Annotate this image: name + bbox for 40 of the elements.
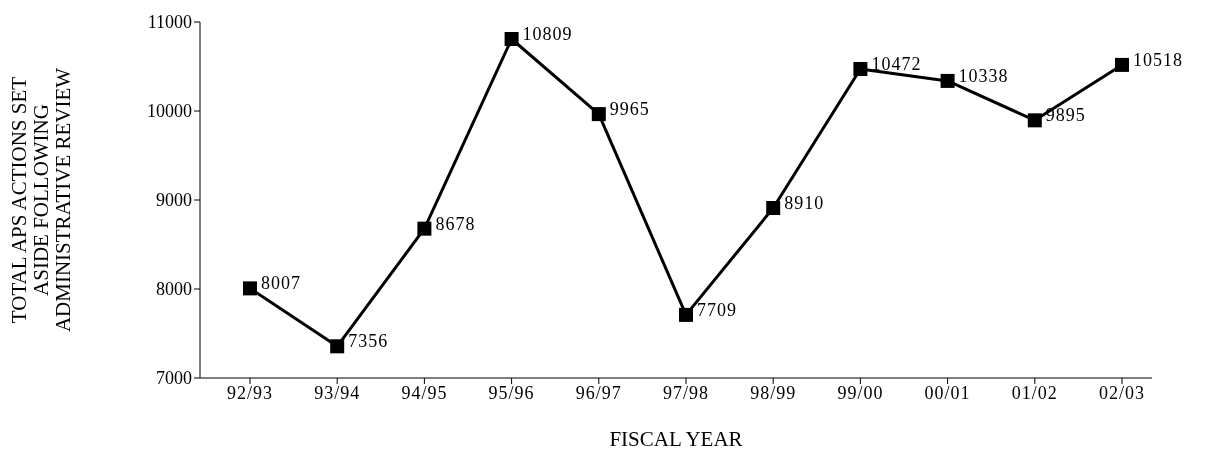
y-tick-label: 8000 <box>156 279 192 300</box>
y-tick-label: 9000 <box>156 190 192 211</box>
point <box>940 73 955 88</box>
x-tick-label: 00/01 <box>924 382 971 403</box>
x-tick-label: 02/03 <box>1098 382 1146 403</box>
x-tick-label: 01/02 <box>1011 382 1058 403</box>
data-label: 7709 <box>697 299 737 320</box>
point <box>1027 113 1042 128</box>
data-label: 8678 <box>435 213 476 234</box>
data-label: 8910 <box>784 193 825 214</box>
point <box>766 201 781 216</box>
x-tick-label: 94/95 <box>401 382 448 403</box>
point <box>504 32 519 46</box>
data-label: 9895 <box>1045 105 1086 126</box>
x-tick-label: 93/94 <box>314 382 361 403</box>
x-tick-label: 95/96 <box>488 382 535 403</box>
x-tick-label: 99/00 <box>837 382 884 403</box>
y-tick-label: 10000 <box>147 101 192 122</box>
point <box>853 61 868 76</box>
data-label: 10472 <box>871 53 922 74</box>
point <box>591 107 606 122</box>
x-tick-label: 96/97 <box>575 382 622 403</box>
data-label: 10809 <box>522 24 573 44</box>
y-tick-label: 11000 <box>147 12 192 33</box>
data-label: 8007 <box>261 273 301 294</box>
point <box>330 339 345 354</box>
data-label: 7356 <box>348 331 389 352</box>
x-tick-label: 98/99 <box>750 382 797 403</box>
x-axis-title: FISCAL YEAR <box>609 427 743 451</box>
x-tick-label: 97/98 <box>662 382 710 403</box>
y-tick-label: 7000 <box>156 368 192 389</box>
data-label: 10338 <box>958 65 1009 86</box>
point <box>679 307 693 322</box>
data-label: 9965 <box>609 99 650 120</box>
point <box>1115 57 1129 72</box>
y-axis-title: TOTAL APS ACTIONS SET ASIDE FOLLOWING ADMINISTRATIVE REVIEW <box>7 67 75 333</box>
point <box>243 281 257 296</box>
point <box>417 221 432 236</box>
data-label: 10518 <box>1133 49 1183 70</box>
x-tick-label: 92/93 <box>226 382 274 403</box>
